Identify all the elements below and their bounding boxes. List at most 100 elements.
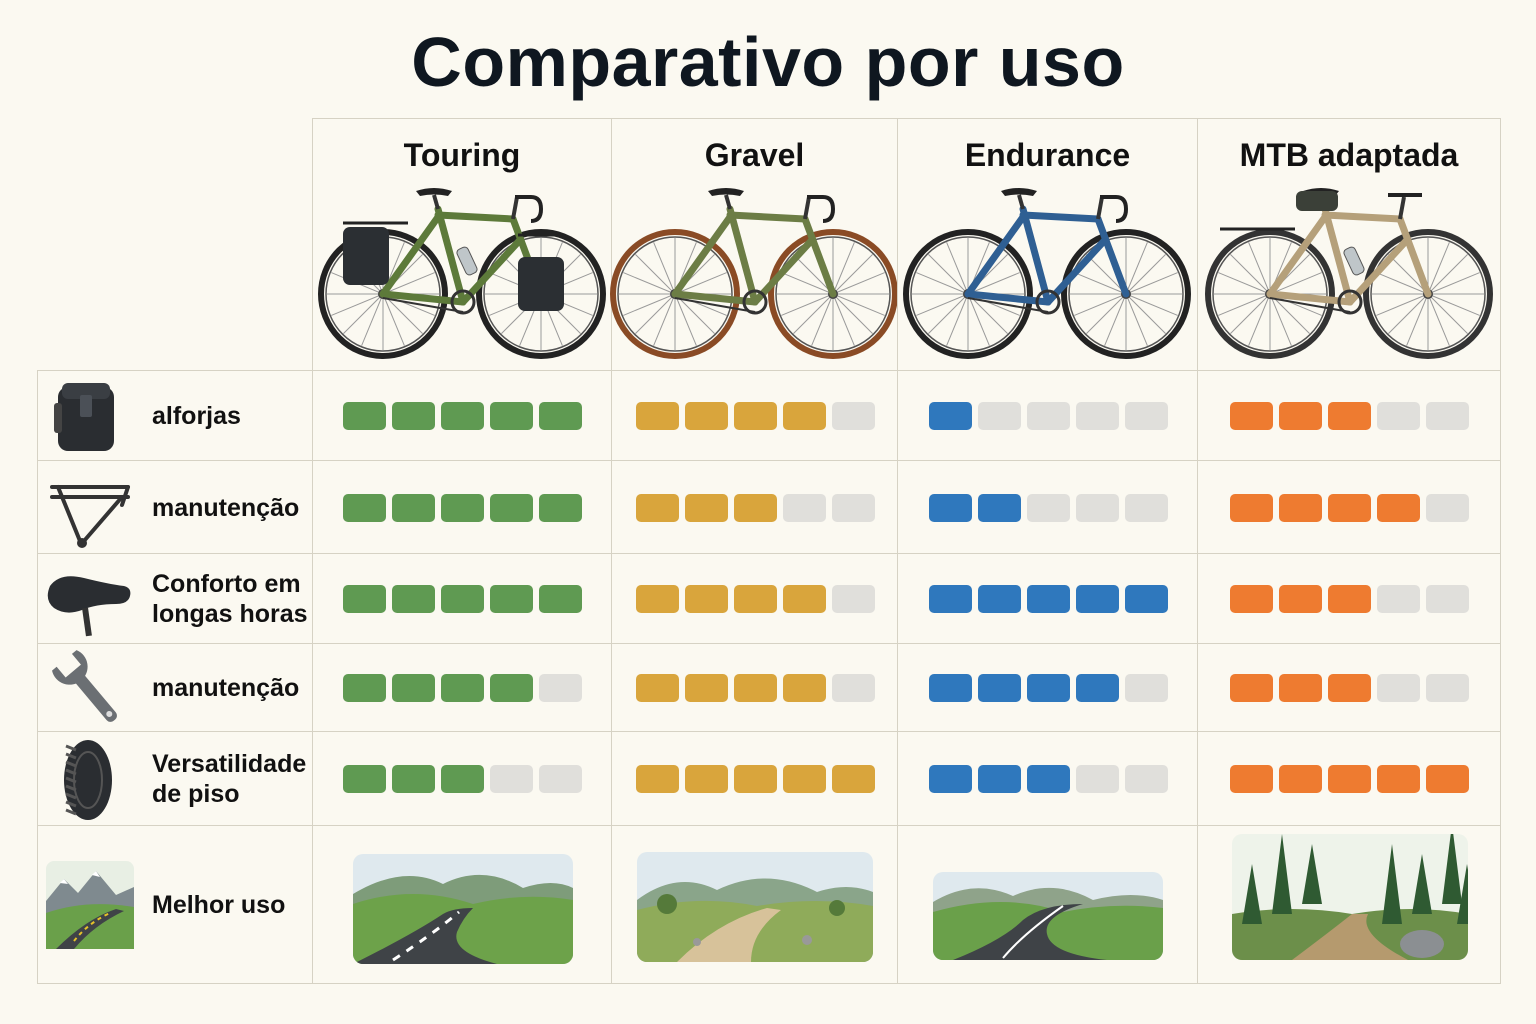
rating-segment-filled [684, 585, 728, 613]
rating-segment-filled [1377, 765, 1420, 793]
column-header-2: Gravel [610, 118, 898, 371]
rating-segment-empty [1426, 402, 1469, 430]
rating-segment-empty [1124, 402, 1168, 430]
rating-segment-empty [1426, 585, 1469, 613]
rating-segment-filled [1279, 402, 1322, 430]
criterion-cell: manutenção [37, 460, 313, 554]
rating-segment-filled [490, 402, 533, 430]
rating-segment-filled [1075, 674, 1119, 702]
rating-segment-filled [733, 674, 777, 702]
rating-segment-filled [733, 402, 777, 430]
rating-segment-filled [1026, 585, 1070, 613]
rating-cell [611, 460, 898, 554]
page-title: Comparativo por uso [411, 23, 1125, 101]
rating-segment-filled [928, 493, 972, 522]
rating-segment-filled [733, 493, 777, 522]
best-use-cell: Melhor uso [37, 825, 313, 984]
mtb-bike-icon-drawing [1204, 188, 1493, 359]
touring-bike-icon [313, 179, 611, 369]
rating-segment-filled [1328, 585, 1371, 613]
rating-segment-filled [539, 493, 582, 522]
rating-segment-filled [977, 493, 1021, 522]
rating-bar [635, 585, 875, 613]
rating-segment-filled [831, 765, 875, 793]
criterion-label-line: manutenção [152, 674, 300, 702]
rating-segment-filled [635, 765, 679, 793]
rating-cell [312, 731, 612, 826]
rating-segment-empty [1075, 765, 1119, 793]
tire-icon [64, 740, 112, 820]
rating-segment-filled [928, 674, 972, 702]
wrench-icon [52, 650, 117, 722]
rating-segment-filled [977, 585, 1021, 613]
rating-bar [1230, 674, 1469, 702]
rating-segment-empty [539, 674, 582, 702]
rating-segment-filled [635, 674, 679, 702]
rating-segment-filled [977, 674, 1021, 702]
rating-segment-filled [441, 402, 484, 430]
paved-road-scene-icon-drawing [352, 854, 573, 964]
rating-segment-filled [441, 585, 484, 613]
rating-segment-empty [1377, 674, 1420, 702]
rating-segment-filled [782, 402, 826, 430]
rating-cell [312, 643, 612, 732]
rating-cell [1197, 553, 1501, 644]
rating-bar [343, 585, 582, 613]
rating-segment-filled [733, 585, 777, 613]
rating-segment-empty [1026, 402, 1070, 430]
rating-bar [928, 765, 1168, 793]
criterion-label-line: longas horas [152, 600, 308, 628]
forest-trail-scene-icon [1231, 834, 1468, 960]
criterion-label: manutenção [152, 673, 299, 703]
criterion-cell: manutenção [37, 643, 313, 732]
mountain-road-icon [46, 861, 134, 949]
rating-segment-filled [441, 493, 484, 522]
rating-bar [1230, 493, 1469, 522]
rating-segment-filled [1026, 765, 1070, 793]
column-title: Touring [403, 137, 521, 173]
best-use-label: Melhor uso [152, 891, 286, 919]
rating-bar [1230, 585, 1469, 613]
saddle-icon [47, 576, 131, 637]
pannier-bag-icon [54, 383, 114, 451]
rating-segment-filled [441, 674, 484, 702]
rating-segment-filled [490, 674, 533, 702]
rating-segment-filled [343, 765, 386, 793]
rating-bar [1230, 402, 1469, 430]
rating-cell [1197, 370, 1501, 461]
rating-cell [611, 370, 898, 461]
rating-cell [1197, 731, 1501, 826]
rating-cell [611, 553, 898, 644]
rating-segment-filled [928, 402, 972, 430]
rating-segment-filled [392, 585, 435, 613]
rating-segment-filled [1328, 402, 1371, 430]
rating-cell [611, 731, 898, 826]
rating-bar [1230, 765, 1469, 793]
rating-segment-filled [1328, 674, 1371, 702]
comparison-table: Touring Gravel [37, 118, 1501, 984]
rating-cell [1197, 643, 1501, 732]
rating-cell [897, 370, 1198, 461]
rating-segment-filled [928, 585, 972, 613]
rating-segment-filled [343, 674, 386, 702]
rating-cell [312, 553, 612, 644]
rating-bar [928, 402, 1168, 430]
rating-bar [635, 765, 875, 793]
rating-segment-filled [1026, 674, 1070, 702]
rating-segment-empty [539, 765, 582, 793]
column-header-4: MTB adaptada [1197, 118, 1501, 371]
rating-bar [928, 674, 1168, 702]
forest-trail-scene-icon-drawing [1231, 834, 1468, 960]
rating-segment-empty [1377, 402, 1420, 430]
rating-segment-filled [733, 765, 777, 793]
gravel-bike-icon-drawing [610, 188, 898, 359]
rating-bar [635, 493, 875, 522]
rating-cell [611, 643, 898, 732]
rating-cell [1197, 460, 1501, 554]
criterion-label: Conforto em longas horas [152, 569, 308, 629]
rating-segment-empty [977, 402, 1021, 430]
rating-bar [635, 402, 875, 430]
rating-cell [897, 553, 1198, 644]
rating-cell [897, 731, 1198, 826]
rating-segment-empty [1026, 493, 1070, 522]
